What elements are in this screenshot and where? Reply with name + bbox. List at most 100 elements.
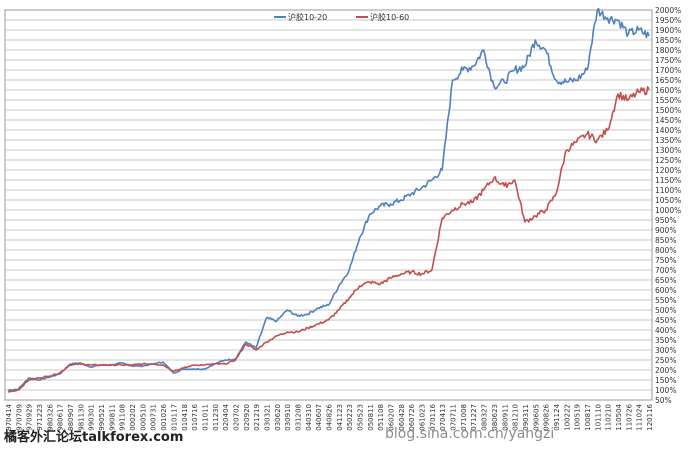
x-tick-label: 120116 <box>646 403 654 430</box>
y-tick-label: 450% <box>655 316 676 325</box>
y-tick-label: 1350% <box>655 136 681 145</box>
watermark-sina-blog: blog.sina.com.cn/yangzi <box>385 426 555 442</box>
x-tick-label: 060726 <box>408 403 416 430</box>
x-tick-label: 011011 <box>201 404 209 431</box>
x-tick-label: 981130 <box>77 404 85 431</box>
x-tick-label: 010716 <box>191 403 199 430</box>
x-tick-label: 970709 <box>15 404 23 431</box>
x-tick-label: 021219 <box>253 404 261 431</box>
y-tick-label: 1800% <box>655 46 681 55</box>
y-tick-label: 750% <box>655 256 676 265</box>
x-tick-label: 050223 <box>346 404 354 431</box>
x-tick-label: 080327 <box>481 404 489 431</box>
y-tick-label: 1500% <box>655 106 681 115</box>
y-tick-label: 1400% <box>655 126 681 135</box>
x-tick-label: 010117 <box>170 404 178 431</box>
y-tick-label: 1250% <box>655 156 681 165</box>
x-tick-label: 990811 <box>108 404 116 431</box>
y-tick-label: 1700% <box>655 66 681 75</box>
x-tick-label: 100817 <box>584 404 592 431</box>
y-tick-label: 850% <box>655 236 676 245</box>
watermark-talkforex: 橘客外汇论坛talkforex.com <box>4 430 184 445</box>
y-tick-label: 1150% <box>655 176 681 185</box>
x-tick-label: 970929 <box>26 404 34 431</box>
legend-label-series-2: 沪胶10-60 <box>370 12 409 22</box>
x-tick-label: 090605 <box>532 404 540 431</box>
x-tick-label: 020404 <box>222 403 230 430</box>
x-tick-label: 080911 <box>501 404 509 431</box>
y-tick-label: 1200% <box>655 166 681 175</box>
legend-label-series-1: 沪胶10-20 <box>288 12 327 22</box>
y-tick-label: 1000% <box>655 206 681 215</box>
x-tick-label: 070711 <box>450 404 458 431</box>
x-tick-label: 040607 <box>315 404 323 431</box>
gridlines <box>4 9 653 401</box>
y-tick-label: 350% <box>655 336 676 345</box>
x-tick-label: 100222 <box>563 404 571 431</box>
x-tick-label: 030910 <box>284 404 292 431</box>
x-tick-label: 091124 <box>553 403 561 430</box>
x-tick-label: 030620 <box>274 404 282 431</box>
x-tick-label: 001026 <box>160 403 168 430</box>
y-tick-label: 550% <box>655 296 676 305</box>
x-tick-label: 050523 <box>357 404 365 431</box>
y-tick-label: 50% <box>655 396 672 405</box>
x-tick-label: 051108 <box>377 404 385 431</box>
x-tick-label: 070413 <box>439 404 447 431</box>
y-tick-label: 800% <box>655 246 676 255</box>
x-tick-label: 110504 <box>615 403 623 430</box>
x-tick-label: 050811 <box>367 404 375 431</box>
x-tick-label: 010418 <box>181 404 189 431</box>
x-tick-label: 970414 <box>5 403 13 430</box>
x-tick-label: 980326 <box>46 403 54 430</box>
y-tick-label: 150% <box>655 376 676 385</box>
x-tick-label: 081210 <box>512 404 520 431</box>
x-tick-label: 020920 <box>243 404 251 431</box>
x-tick-label: 060428 <box>398 404 406 431</box>
y-tick-label: 1850% <box>655 36 681 45</box>
x-tick-label: 070116 <box>429 403 437 430</box>
x-tick-label: 990521 <box>98 404 106 431</box>
x-tick-label: 980617 <box>57 404 65 431</box>
y-tick-label: 200% <box>655 366 676 375</box>
x-tick-label: 030321 <box>263 404 271 431</box>
y-tick-label: 250% <box>655 356 676 365</box>
y-tick-label: 1600% <box>655 86 681 95</box>
x-axis-tick-labels: 970414 970709 970929 971223 980326 980617 9809… <box>5 403 654 430</box>
x-tick-label: 031208 <box>294 404 302 431</box>
y-tick-label: 1950% <box>655 16 681 25</box>
y-tick-label: 700% <box>655 266 676 275</box>
y-tick-label: 400% <box>655 326 676 335</box>
x-tick-label: 000731 <box>150 404 158 431</box>
x-tick-label: 061023 <box>419 404 427 431</box>
x-tick-label: 111024 <box>636 403 644 430</box>
x-tick-label: 000202 <box>129 404 137 431</box>
x-tick-label: 101110 <box>594 404 602 431</box>
x-tick-label: 000510 <box>139 404 147 431</box>
x-tick-label: 040310 <box>305 404 313 431</box>
y-tick-label: 300% <box>655 346 676 355</box>
x-tick-label: 990301 <box>88 404 96 431</box>
x-tick-label: 110210 <box>605 404 613 431</box>
y-axis-tick-labels: 50%100%150%200%250%300%350%400%450%500%5… <box>655 6 681 405</box>
legend: 沪胶10-20 沪胶10-60 <box>274 12 409 22</box>
y-tick-label: 1750% <box>655 56 681 65</box>
x-tick-label: 020702 <box>232 404 240 431</box>
x-tick-label: 100519 <box>574 404 582 431</box>
y-tick-label: 500% <box>655 306 676 315</box>
x-tick-label: 971223 <box>36 404 44 431</box>
x-tick-label: 071227 <box>470 404 478 431</box>
x-tick-label: 090826 <box>543 403 551 430</box>
series-line-2 <box>7 86 650 393</box>
y-tick-label: 1100% <box>655 186 681 195</box>
x-tick-label: 991108 <box>119 404 127 431</box>
y-tick-label: 650% <box>655 276 676 285</box>
y-tick-label: 1050% <box>655 196 681 205</box>
y-tick-label: 2000% <box>655 6 681 15</box>
plot-frame <box>4 9 653 401</box>
x-tick-label: 980907 <box>67 404 75 431</box>
y-tick-label: 1900% <box>655 26 681 35</box>
x-tick-label: 011230 <box>212 404 220 431</box>
y-tick-label: 950% <box>655 216 676 225</box>
